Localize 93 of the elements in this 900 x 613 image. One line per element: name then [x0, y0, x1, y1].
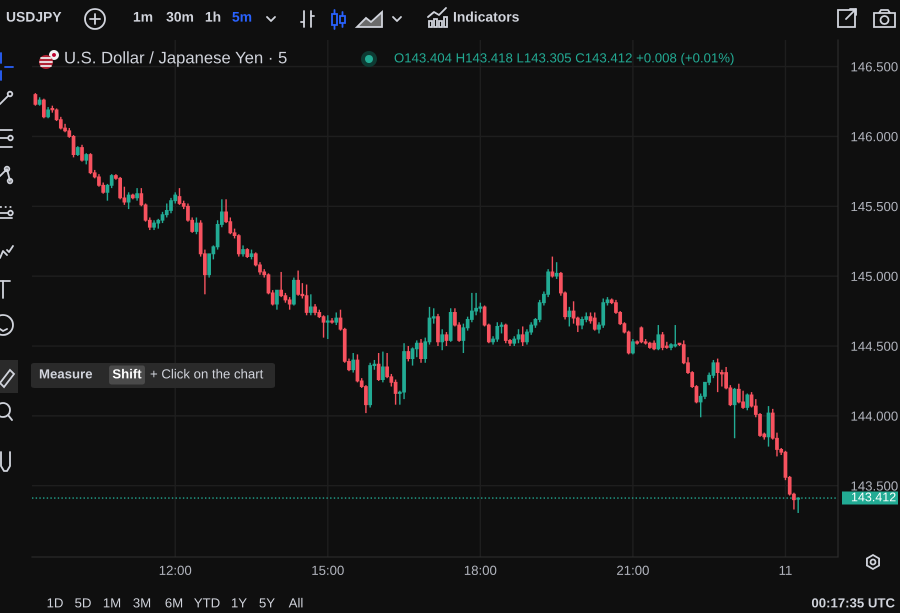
- candlestick: [152, 220, 156, 231]
- candlestick: [194, 216, 198, 235]
- candlestick: [736, 383, 741, 404]
- candlestick: [110, 173, 114, 189]
- annotation: Shift: [112, 368, 142, 379]
- candlestick: [84, 152, 88, 166]
- y-tick-label: 145.000: [852, 272, 898, 282]
- candlestick: [275, 289, 279, 310]
- candlestick: [156, 218, 160, 230]
- text: 3M: [133, 598, 150, 608]
- x-tick-label: 18:00: [464, 566, 496, 576]
- annotation: + Click on the chart: [150, 368, 264, 379]
- candlestick: [126, 192, 130, 210]
- candlestick: [313, 303, 317, 316]
- candlestick: [245, 248, 250, 259]
- candlestick: [660, 331, 664, 351]
- x-tick-label: 21:00: [617, 566, 649, 576]
- candlestick: [567, 306, 572, 328]
- y-tick-label: 143.500: [852, 481, 898, 491]
- y-tick-label: 145.500: [852, 202, 898, 212]
- text: O143.404 H143.418 L143.305 C143.412 +0.008 (+0.01%): [394, 52, 734, 66]
- text: 5m: [232, 12, 252, 22]
- candlestick: [512, 336, 516, 347]
- candlestick: [414, 340, 419, 358]
- candlestick: [42, 98, 46, 119]
- text: 1Y: [232, 598, 247, 608]
- candlestick: [178, 187, 182, 206]
- candlestick: [601, 298, 606, 329]
- text: Indicators: [454, 12, 519, 22]
- candlestick: [504, 322, 508, 344]
- candlestick: [241, 244, 245, 258]
- x-tick-label: 15:00: [312, 566, 344, 576]
- candlestick: [288, 296, 292, 310]
- candlestick: [495, 322, 500, 343]
- candlestick: [334, 312, 338, 326]
- text: 5Y: [259, 598, 275, 608]
- candlestick: [250, 248, 254, 260]
- x-tick-label: 12:00: [160, 566, 192, 576]
- text: 1h: [206, 12, 220, 22]
- text: 30m: [166, 12, 194, 22]
- candlestick: [656, 324, 660, 351]
- candlestick: [640, 326, 644, 344]
- candlestick: [673, 324, 678, 348]
- text: USDJPY: [6, 12, 62, 22]
- candlestick: [554, 261, 558, 280]
- candlestick: [88, 152, 92, 175]
- text: 00:17:35 UTC: [812, 598, 895, 608]
- text: YTD: [194, 598, 220, 608]
- candlestick: [76, 146, 80, 157]
- candlestick: [631, 338, 635, 356]
- y-tick-label: 144.000: [852, 411, 898, 421]
- text: 1M: [104, 598, 120, 608]
- candlestick: [308, 294, 313, 316]
- candlestick: [580, 316, 584, 330]
- candlestick: [745, 392, 750, 411]
- candlestick: [326, 314, 330, 340]
- candlestick: [584, 312, 588, 323]
- candlestick: [766, 405, 770, 448]
- text: 6M: [166, 598, 182, 608]
- candlestick: [732, 387, 736, 439]
- candlestick: [304, 284, 308, 316]
- candlestick: [516, 328, 520, 344]
- annotation: Measure: [40, 369, 92, 379]
- candlestick: [292, 276, 296, 306]
- candlestick: [34, 92, 38, 106]
- ref-line-label: 143.412: [852, 492, 896, 502]
- candlestick: [80, 144, 84, 162]
- y-tick-label: 146.500: [852, 62, 898, 72]
- candlestick: [592, 312, 597, 332]
- candlestick: [652, 340, 656, 351]
- candlestick: [376, 352, 380, 382]
- y-tick-label: 144.500: [852, 342, 898, 351]
- candlestick: [419, 338, 423, 364]
- text: 5D: [75, 598, 91, 608]
- candlestick: [406, 345, 410, 362]
- candlestick: [351, 352, 356, 374]
- candlestick: [444, 331, 448, 347]
- text: 1D: [48, 598, 63, 608]
- candlestick: [520, 326, 525, 347]
- text: All: [288, 598, 302, 608]
- x-tick-label: 11: [780, 566, 792, 575]
- candlestick: [296, 270, 300, 296]
- candlestick: [716, 358, 720, 393]
- candlestick: [381, 350, 385, 384]
- candlestick: [550, 256, 554, 278]
- candlestick: [462, 322, 466, 354]
- candlestick: [440, 328, 444, 351]
- y-tick-label: 146.000: [852, 132, 898, 142]
- text: 1m: [134, 12, 152, 22]
- candlestick: [164, 202, 169, 218]
- candlestick: [135, 187, 139, 202]
- text: U.S. Dollar / Japanese Yen · 5: [65, 51, 287, 67]
- candlestick: [46, 106, 50, 119]
